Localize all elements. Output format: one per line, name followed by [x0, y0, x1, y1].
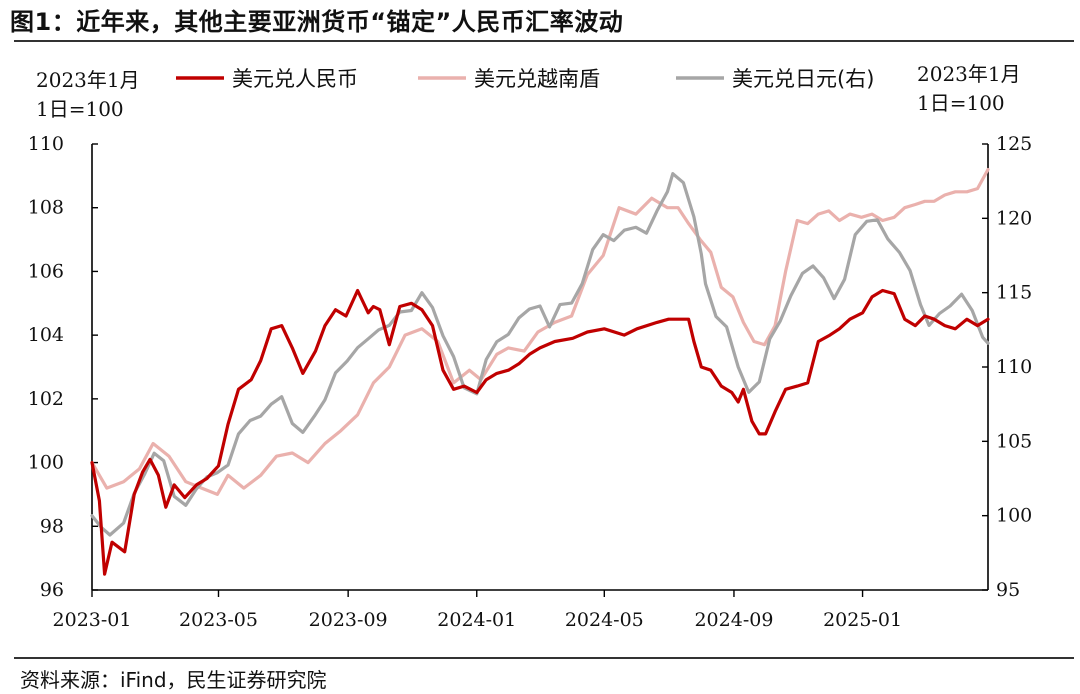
y-left-tick-label: 108 — [28, 197, 64, 219]
y-left-tick-label: 104 — [28, 324, 64, 346]
y-left-tick-label: 96 — [40, 579, 64, 601]
x-tick-label: 2024-01 — [437, 609, 516, 631]
y-left-tick-label: 100 — [28, 452, 64, 474]
legend-item-usd-vnd: 美元兑越南盾 — [418, 67, 600, 91]
y-right-tick-label: 120 — [996, 207, 1032, 229]
x-tick-label: 2023-05 — [179, 609, 258, 631]
legend-label: 美元兑人民币 — [232, 67, 358, 91]
title-rule — [14, 40, 1074, 42]
legend-item-usd-cny: 美元兑人民币 — [176, 67, 358, 91]
y-left-tick-label: 98 — [40, 515, 64, 537]
left-axis-unit-line-2: 1日=100 — [36, 97, 124, 121]
right-axis-unit-line-1: 2023年1月 — [917, 62, 1021, 86]
x-tick-label: 2024-05 — [565, 609, 644, 631]
right-axis-unit-label: 2023年1月 1日=100 — [917, 60, 1021, 118]
y-right-tick-label: 105 — [996, 430, 1032, 452]
x-tick-label: 2024-09 — [694, 609, 773, 631]
series-line-usd-cny — [90, 288, 990, 576]
x-tick-label: 2025-01 — [823, 609, 902, 631]
legend-item-usd-jpy: 美元兑日元(右) — [676, 67, 874, 91]
y-left-tick-label: 106 — [28, 260, 64, 282]
series-line-usd-jpy — [90, 172, 990, 537]
left-axis-unit-line-1: 2023年1月 — [36, 68, 140, 92]
right-axis-unit-line-2: 1日=100 — [917, 91, 1005, 115]
legend-label: 美元兑日元(右) — [732, 67, 874, 91]
y-left-tick-label: 102 — [28, 388, 64, 410]
series-lines — [90, 167, 990, 576]
y-right-tick-label: 110 — [996, 356, 1032, 378]
chart-title: 图1：近年来，其他主要亚洲货币“锚定”人民币汇率波动 — [10, 8, 624, 36]
legend: 美元兑人民币 美元兑越南盾 美元兑日元(右) — [176, 67, 874, 91]
series-line-usd-vnd — [90, 167, 990, 496]
x-tick-label: 2023-01 — [53, 609, 132, 631]
axes: 96 98 100 102 104 106 108 110 95 100 105 110 115 120 1… — [28, 133, 1033, 631]
y-right-tick-label: 115 — [996, 282, 1032, 304]
x-tick-label: 2023-09 — [309, 609, 388, 631]
left-axis-unit-label: 2023年1月 1日=100 — [36, 66, 140, 124]
source-note: 资料来源：iFind，民生证券研究院 — [20, 668, 327, 692]
source-rule — [14, 657, 1074, 659]
y-left-tick-label: 110 — [28, 133, 64, 155]
y-right-tick-label: 95 — [996, 579, 1020, 601]
y-right-tick-label: 125 — [996, 133, 1032, 155]
y-right-tick-label: 100 — [996, 505, 1032, 527]
legend-label: 美元兑越南盾 — [474, 67, 600, 91]
